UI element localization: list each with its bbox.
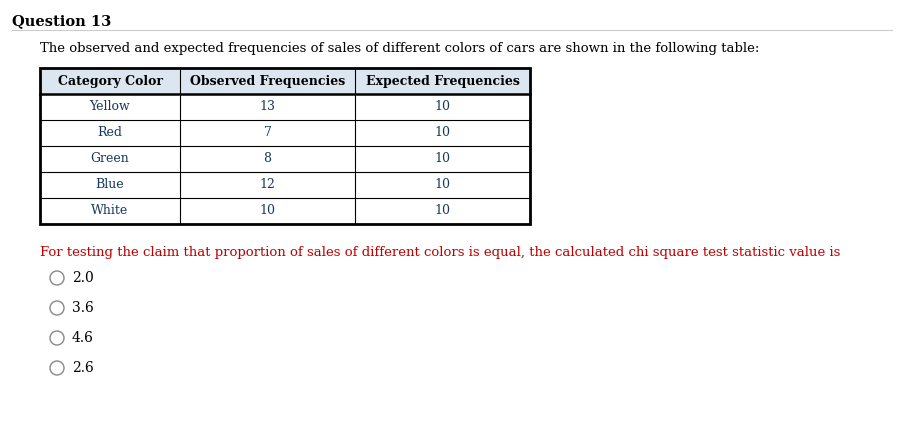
Text: 10: 10	[434, 179, 450, 192]
Bar	[40, 120, 530, 146]
Text: Question 13: Question 13	[12, 14, 111, 28]
Text: 7: 7	[264, 126, 271, 140]
Text: 2.6: 2.6	[72, 361, 94, 375]
Text: Category Color: Category Color	[58, 74, 162, 88]
Bar	[40, 172, 530, 198]
Text: 10: 10	[434, 101, 450, 113]
Text: 13: 13	[259, 101, 276, 113]
Text: 10: 10	[434, 153, 450, 165]
Text: Blue: Blue	[96, 179, 124, 192]
Text: 2.0: 2.0	[72, 271, 94, 285]
Bar	[40, 94, 530, 120]
Text: 3.6: 3.6	[72, 301, 94, 315]
Text: For testing the claim that proportion of sales of different colors is equal, the: For testing the claim that proportion of…	[40, 246, 841, 259]
Text: 10: 10	[434, 204, 450, 217]
Text: Green: Green	[91, 153, 130, 165]
Bar	[40, 68, 530, 94]
Bar	[40, 146, 530, 172]
Text: Yellow: Yellow	[89, 101, 131, 113]
Text: 12: 12	[259, 179, 276, 192]
Text: 10: 10	[434, 126, 450, 140]
Text: Expected Frequencies: Expected Frequencies	[366, 74, 520, 88]
Bar	[40, 68, 530, 224]
Text: 10: 10	[259, 204, 276, 217]
Bar	[40, 198, 530, 224]
Text: Red: Red	[97, 126, 123, 140]
Text: 4.6: 4.6	[72, 331, 94, 345]
Text: White: White	[91, 204, 129, 217]
Text: The observed and expected frequencies of sales of different colors of cars are s: The observed and expected frequencies of…	[40, 42, 760, 55]
Text: Observed Frequencies: Observed Frequencies	[190, 74, 345, 88]
Text: 8: 8	[263, 153, 271, 165]
